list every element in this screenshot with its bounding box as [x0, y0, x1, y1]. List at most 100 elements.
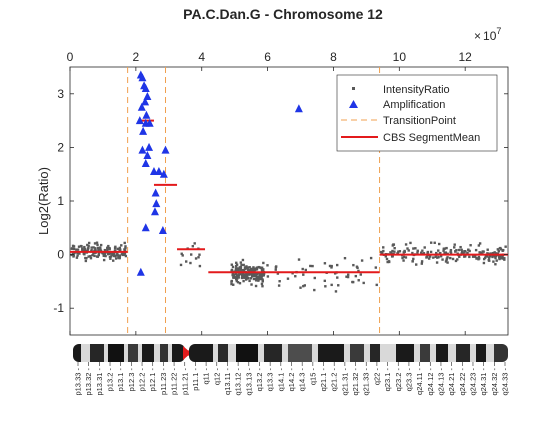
y-axis-label: Log2(Ratio): [36, 167, 51, 235]
intensity-point: [449, 251, 453, 255]
band-label: p12.2 -: [138, 368, 147, 392]
intensity-point: [97, 253, 101, 256]
intensity-point: [71, 244, 75, 248]
intensity-point: [491, 251, 495, 255]
intensity-point: [84, 259, 88, 263]
amplification-marker: [151, 188, 160, 197]
intensity-point: [286, 277, 290, 280]
band-label: q21.2 -: [330, 368, 339, 392]
intensity-point: [242, 263, 245, 267]
band-label: q23.1 -: [383, 368, 392, 392]
band-label: q13.11 -: [223, 368, 232, 395]
intensity-point: [439, 255, 443, 258]
intensity-point: [123, 249, 127, 253]
intensity-point: [90, 248, 93, 252]
intensity-point: [427, 257, 431, 260]
intensity-point: [323, 279, 327, 283]
band-label: q22 -: [372, 368, 381, 386]
intensity-point: [494, 255, 497, 258]
intensity-point: [475, 257, 478, 260]
intensity-point: [185, 260, 188, 263]
intensity-point: [454, 259, 458, 263]
intensity-point: [266, 264, 269, 267]
intensity-point: [198, 253, 201, 256]
band-label: q13.12 -: [234, 368, 243, 396]
legend: IntensityRatio Amplification TransitionP…: [336, 74, 498, 152]
intensity-point: [454, 250, 457, 253]
intensity-point: [191, 245, 195, 248]
band-label: q24.12 -: [426, 368, 435, 396]
intensity-point: [252, 266, 255, 269]
intensity-point: [234, 272, 238, 275]
intensity-point: [355, 265, 359, 268]
intensity-point: [488, 255, 492, 258]
intensity-point: [434, 255, 437, 258]
intensity-point: [124, 246, 127, 250]
intensity-point: [230, 263, 233, 266]
intensity-point: [346, 275, 350, 279]
intensity-point: [230, 279, 234, 283]
intensity-point: [391, 249, 394, 253]
intensity-point: [357, 269, 360, 273]
intensity-point: [328, 264, 332, 268]
amplification-marker: [154, 167, 163, 176]
band-label: q24.13 -: [436, 368, 445, 396]
intensity-point: [72, 247, 76, 251]
intensity-point: [469, 244, 472, 247]
x-tick-label: 2: [133, 50, 140, 64]
intensity-point: [444, 260, 448, 263]
intensity-point: [193, 242, 196, 245]
intensity-point: [362, 281, 365, 285]
intensity-point: [354, 274, 358, 278]
intensity-point: [301, 267, 304, 271]
intensity-point: [255, 266, 259, 269]
intensity-point: [386, 260, 389, 264]
intensity-point: [464, 250, 467, 253]
x-tick-label: 8: [330, 50, 337, 64]
intensity-point: [492, 260, 495, 263]
intensity-point: [245, 265, 248, 268]
intensity-point: [446, 256, 449, 259]
intensity-point: [313, 276, 316, 280]
amplification-marker: [138, 145, 147, 154]
intensity-point: [426, 252, 429, 255]
intensity-point: [274, 268, 277, 271]
amplification-marker: [141, 158, 150, 167]
band-label: p13.32 -: [84, 368, 93, 396]
intensity-point: [482, 261, 486, 265]
intensity-point: [198, 264, 202, 268]
intensity-point: [453, 243, 456, 246]
intensity-point: [235, 279, 239, 283]
intensity-point: [250, 267, 253, 271]
chromosome-ideogram: p13.33 - p13.32 - p13.31 - p13.2 - p13.1 - p1…: [73, 344, 510, 396]
intensity-point: [232, 283, 235, 286]
intensity-point: [382, 249, 385, 253]
intensity-point: [437, 255, 440, 259]
intensity-point: [102, 252, 105, 256]
intensity-point: [250, 269, 253, 272]
intensity-point: [444, 251, 448, 254]
intensity-point: [189, 261, 192, 265]
amplification-marker: [161, 145, 170, 154]
intensity-point: [501, 257, 504, 260]
band-label: p11.23 -: [159, 368, 168, 395]
amplification-marker: [138, 73, 147, 82]
intensity-point: [116, 247, 119, 251]
intensity-point: [251, 267, 254, 271]
intensity-point: [104, 254, 107, 258]
intensity-point: [94, 248, 97, 251]
intensity-point: [87, 241, 91, 245]
intensity-point: [336, 276, 339, 279]
intensity-point: [416, 249, 419, 253]
intensity-point: [254, 284, 258, 288]
intensity-point: [240, 263, 243, 267]
intensity-point: [239, 261, 243, 264]
intensity-point: [189, 253, 193, 256]
intensity-point: [493, 251, 496, 254]
band-label: p13.33 -: [74, 368, 83, 396]
intensity-point: [276, 272, 280, 275]
intensity-point: [93, 242, 97, 245]
intensity-point: [467, 248, 470, 251]
y-tick-label: 1: [57, 194, 64, 208]
intensity-point: [503, 258, 506, 261]
